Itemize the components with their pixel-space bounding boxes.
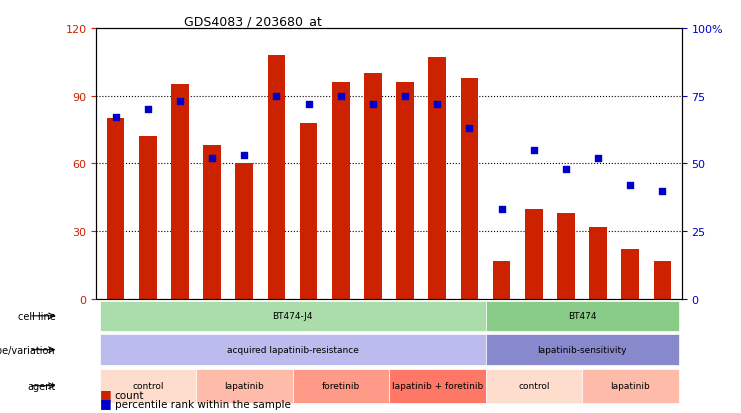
FancyBboxPatch shape — [485, 301, 679, 331]
Point — [174, 99, 186, 105]
Bar — [557, 214, 575, 299]
Text: lapatinib-sensitivity: lapatinib-sensitivity — [537, 345, 627, 354]
Point — [206, 155, 218, 162]
Point — [496, 206, 508, 213]
Bar — [364, 74, 382, 299]
Bar — [654, 261, 671, 299]
Text: lapatinib: lapatinib — [611, 381, 650, 390]
Point — [335, 93, 347, 100]
Bar — [428, 58, 446, 299]
Bar — [396, 83, 414, 299]
Bar — [589, 227, 607, 299]
FancyBboxPatch shape — [293, 369, 389, 403]
Text: ■: ■ — [100, 387, 112, 400]
Text: cell line: cell line — [18, 311, 56, 321]
Text: control: control — [518, 381, 550, 390]
FancyBboxPatch shape — [99, 301, 485, 331]
Text: GDS4083 / 203680_at: GDS4083 / 203680_at — [184, 15, 322, 28]
Text: genotype/variation: genotype/variation — [0, 345, 56, 355]
FancyBboxPatch shape — [99, 335, 485, 365]
Point — [592, 155, 604, 162]
Point — [110, 115, 122, 121]
Text: ■: ■ — [100, 396, 112, 409]
Point — [302, 101, 314, 108]
Point — [399, 93, 411, 100]
Point — [367, 101, 379, 108]
Point — [528, 147, 539, 154]
Bar — [203, 146, 221, 299]
Point — [464, 126, 476, 132]
FancyBboxPatch shape — [485, 369, 582, 403]
Text: BT474-J4: BT474-J4 — [272, 311, 313, 320]
Bar — [171, 85, 189, 299]
Bar — [139, 137, 156, 299]
FancyBboxPatch shape — [196, 369, 293, 403]
Text: count: count — [115, 390, 144, 400]
Text: foretinib: foretinib — [322, 381, 360, 390]
FancyBboxPatch shape — [389, 369, 485, 403]
Bar — [622, 249, 639, 299]
Text: percentile rank within the sample: percentile rank within the sample — [115, 399, 290, 409]
Bar — [268, 56, 285, 299]
Point — [657, 188, 668, 195]
Bar — [461, 78, 478, 299]
Point — [270, 93, 282, 100]
Text: BT474: BT474 — [568, 311, 597, 320]
Bar — [525, 209, 542, 299]
Point — [142, 107, 153, 113]
FancyBboxPatch shape — [99, 369, 196, 403]
Bar — [107, 119, 124, 299]
Text: agent: agent — [27, 381, 56, 391]
Text: acquired lapatinib-resistance: acquired lapatinib-resistance — [227, 345, 359, 354]
Text: control: control — [132, 381, 164, 390]
Text: lapatinib: lapatinib — [225, 381, 264, 390]
Bar — [236, 164, 253, 299]
FancyBboxPatch shape — [582, 369, 679, 403]
Bar — [493, 261, 511, 299]
Point — [560, 166, 572, 173]
Point — [625, 183, 637, 189]
Text: lapatinib + foretinib: lapatinib + foretinib — [392, 381, 483, 390]
Point — [239, 153, 250, 159]
FancyBboxPatch shape — [485, 335, 679, 365]
Point — [431, 101, 443, 108]
Bar — [332, 83, 350, 299]
Bar — [300, 123, 317, 299]
